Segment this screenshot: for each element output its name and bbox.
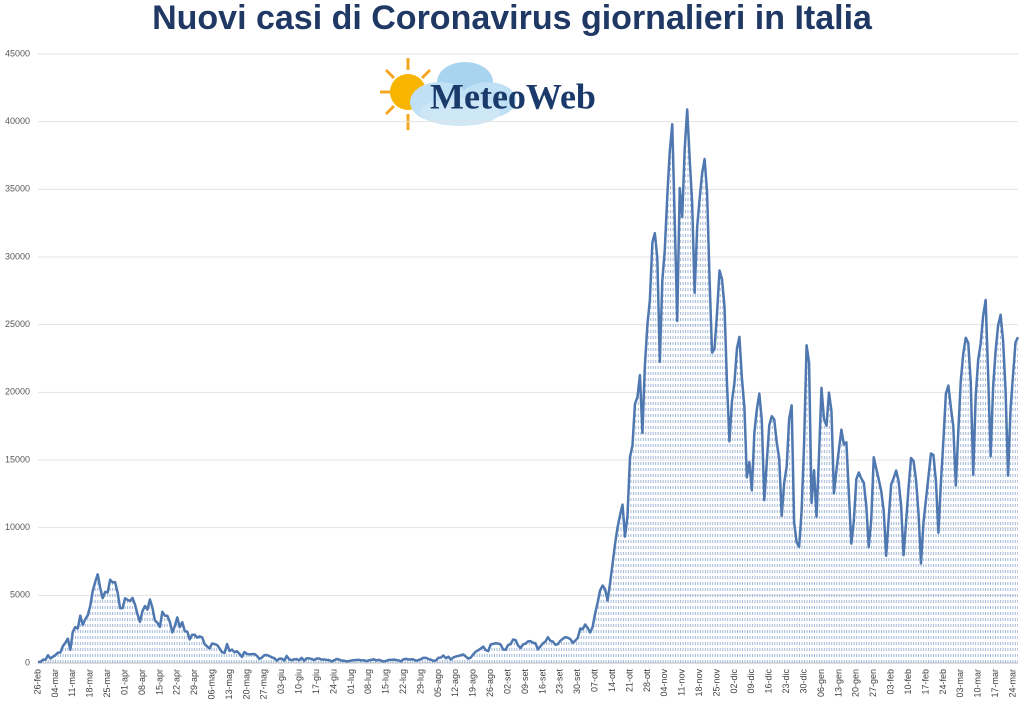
x-tick-label: 09-set [520,669,530,695]
logo-text: MeteoWeb [430,76,596,116]
x-tick-label: 01-apr [119,669,129,695]
x-tick-label: 05-ago [433,669,443,697]
x-tick-label: 22-apr [172,669,182,695]
x-tick-label: 18-nov [694,669,704,697]
x-tick-label: 01-lug [346,669,356,694]
x-tick-label: 23-dic [781,669,791,694]
x-tick-label: 16-set [537,669,547,695]
x-tick-label: 11-mar [67,669,77,697]
y-tick-label: 0 [25,657,30,667]
x-tick-label: 03-feb [886,669,896,695]
x-tick-label: 08-lug [363,669,373,694]
x-tick-label: 24-giu [328,669,338,694]
y-tick-label: 45000 [5,48,30,58]
y-tick-label: 30000 [5,251,30,261]
x-tick-label: 24-feb [938,669,948,695]
x-tick-label: 15-lug [381,669,391,694]
x-tick-label: 16-dic [764,669,774,694]
x-tick-label: 28-ott [642,669,652,693]
x-tick-label: 04-nov [659,669,669,697]
chart-title: Nuovi casi di Coronavirus giornalieri in… [152,0,873,37]
x-tick-label: 17-giu [311,669,321,694]
x-tick-label: 10-feb [903,669,913,695]
x-tick-label: 29-apr [189,669,199,695]
x-tick-label: 29-lug [415,669,425,694]
x-tick-label: 30-set [572,669,582,695]
x-tick-label: 04-mar [50,669,60,698]
x-tick-label: 14-ott [607,669,617,693]
x-tick-label: 13-mag [224,669,234,700]
x-tick-label: 09-dic [746,669,756,694]
x-tick-label: 23-set [555,669,565,695]
x-tick-label: 08-apr [137,669,147,695]
y-tick-label: 15000 [5,454,30,464]
x-tick-label: 07-ott [590,669,600,693]
x-tick-label: 15-apr [154,669,164,695]
y-tick-label: 10000 [5,522,30,532]
x-tick-label: 21-ott [624,669,634,693]
x-tick-label: 24-mar [1007,669,1017,698]
line [37,108,1020,664]
x-tick-label: 30-dic [798,669,808,694]
x-tick-label: 20-gen [851,669,861,697]
logo: MeteoWeb [380,58,596,130]
x-tick-label: 02-set [502,669,512,695]
x-tick-label: 13-gen [833,669,843,697]
area-fill [38,109,1018,663]
y-tick-label: 5000 [10,590,30,600]
y-tick-label: 25000 [5,319,30,329]
x-tick-label: 20-mag [241,669,251,700]
x-tick-label: 27-mag [259,669,269,700]
x-tick-label: 12-ago [450,669,460,697]
x-tick-label: 10-giu [294,669,304,694]
x-tick-label: 17-feb [920,669,930,695]
x-tick-label: 25-nov [711,669,721,697]
x-tick-label: 26-ago [485,669,495,697]
x-tick-label: 02-dic [729,669,739,694]
x-tick-label: 26-feb [32,669,42,695]
x-tick-label: 25-mar [102,669,112,698]
x-tick-label: 17-mar [990,669,1000,698]
x-tick-label: 27-gen [868,669,878,697]
x-tick-label: 06-gen [816,669,826,697]
x-tick-label: 19-ago [468,669,478,697]
x-tick-label: 03-giu [276,669,286,694]
x-tick-label: 22-lug [398,669,408,694]
x-tick-label: 06-mag [206,669,216,700]
x-tick-label: 03-mar [955,669,965,698]
y-tick-label: 35000 [5,184,30,194]
y-tick-label: 20000 [5,387,30,397]
x-tick-label: 10-mar [973,669,983,698]
x-tick-label: 11-nov [677,669,687,696]
x-tick-label: 18-mar [85,669,95,698]
y-tick-label: 40000 [5,116,30,126]
